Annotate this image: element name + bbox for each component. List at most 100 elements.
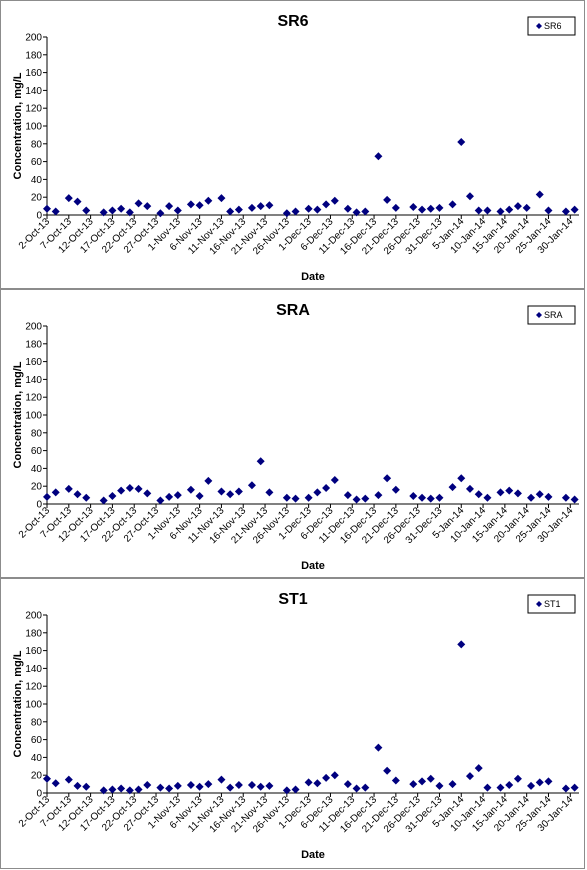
data-point xyxy=(448,483,457,492)
data-point xyxy=(195,491,204,500)
data-point xyxy=(374,152,383,161)
data-point xyxy=(457,474,466,483)
data-point xyxy=(125,208,134,217)
data-point xyxy=(474,490,483,499)
data-point xyxy=(234,205,243,214)
chart-panel-st1: ST1 Concentration, mg/L 0 20 40 60 80 100 120 140… xyxy=(0,578,585,869)
data-point xyxy=(496,783,505,792)
legend-label: ST1 xyxy=(544,599,561,609)
data-point xyxy=(570,495,579,504)
data-point xyxy=(343,491,352,500)
y-tick-label: 0 xyxy=(36,789,42,800)
data-point xyxy=(256,202,265,211)
data-point xyxy=(535,190,544,199)
data-point xyxy=(156,783,165,792)
data-point xyxy=(448,200,457,209)
data-point xyxy=(409,780,418,789)
y-tick-label: 40 xyxy=(31,175,43,186)
y-tick-label: 180 xyxy=(25,339,42,350)
y-tick-label: 200 xyxy=(25,322,42,333)
data-point xyxy=(561,207,570,216)
data-point xyxy=(418,205,427,214)
data-point xyxy=(117,204,126,213)
legend-label: SR6 xyxy=(544,21,562,31)
data-point xyxy=(165,492,174,501)
data-point xyxy=(291,494,300,503)
y-axis-label: Concentration, mg/L xyxy=(12,650,24,757)
data-point xyxy=(330,475,339,484)
data-point xyxy=(247,780,256,789)
data-point xyxy=(474,764,483,773)
data-point xyxy=(505,486,514,495)
data-point xyxy=(82,206,91,215)
data-point xyxy=(544,777,553,786)
data-point xyxy=(457,138,466,147)
data-point xyxy=(513,489,522,498)
data-point xyxy=(64,194,73,203)
data-point xyxy=(383,195,392,204)
data-point xyxy=(282,786,291,795)
data-point xyxy=(435,493,444,502)
data-point xyxy=(173,491,182,500)
data-point xyxy=(457,640,466,649)
y-tick-label: 20 xyxy=(31,193,43,204)
data-point xyxy=(426,204,435,213)
data-point xyxy=(73,197,82,206)
data-point xyxy=(505,205,514,214)
data-point xyxy=(505,780,514,789)
y-tick-label: 0 xyxy=(36,211,42,222)
data-point xyxy=(134,785,143,794)
data-point xyxy=(143,780,152,789)
data-point xyxy=(282,493,291,502)
data-point xyxy=(125,786,134,795)
chart-sr6: SR6 Concentration, mg/L 0 20 40 60 80 100 120 140… xyxy=(12,13,579,283)
legend-box xyxy=(527,594,576,614)
data-point xyxy=(465,484,474,493)
data-point xyxy=(383,766,392,775)
data-point xyxy=(256,457,265,466)
data-point xyxy=(108,206,117,215)
data-point xyxy=(143,489,152,498)
data-point xyxy=(217,487,226,496)
y-tick-label: 160 xyxy=(25,357,42,368)
data-point xyxy=(217,775,226,784)
data-point xyxy=(165,784,174,793)
legend-box xyxy=(527,16,576,36)
data-point xyxy=(173,781,182,790)
y-tick-label: 20 xyxy=(31,771,43,782)
y-tick-label: 60 xyxy=(31,446,43,457)
data-point xyxy=(99,496,108,505)
data-point xyxy=(117,784,126,793)
data-point xyxy=(234,780,243,789)
data-point xyxy=(527,493,536,502)
data-point xyxy=(391,485,400,494)
x-axis-label: Date xyxy=(301,849,325,861)
data-point xyxy=(165,202,174,211)
data-point xyxy=(173,206,182,215)
data-point xyxy=(483,493,492,502)
data-point xyxy=(247,203,256,212)
y-tick-label: 40 xyxy=(31,753,43,764)
data-point xyxy=(465,192,474,201)
data-point xyxy=(527,781,536,790)
data-point xyxy=(117,486,126,495)
y-tick-label: 40 xyxy=(31,464,43,475)
data-point xyxy=(496,488,505,497)
data-point xyxy=(51,207,60,216)
data-point xyxy=(483,783,492,792)
y-tick-label: 80 xyxy=(31,428,43,439)
legend-label: SRA xyxy=(544,310,563,320)
data-point xyxy=(409,491,418,500)
data-point xyxy=(64,775,73,784)
y-tick-label: 60 xyxy=(31,735,43,746)
data-point xyxy=(448,780,457,789)
data-point xyxy=(544,492,553,501)
data-point xyxy=(474,206,483,215)
data-point xyxy=(195,782,204,791)
data-point xyxy=(304,204,313,213)
y-tick-label: 80 xyxy=(31,717,43,728)
data-point xyxy=(435,781,444,790)
data-point xyxy=(322,483,331,492)
x-axis-label: Date xyxy=(301,271,325,283)
data-point xyxy=(226,490,235,499)
